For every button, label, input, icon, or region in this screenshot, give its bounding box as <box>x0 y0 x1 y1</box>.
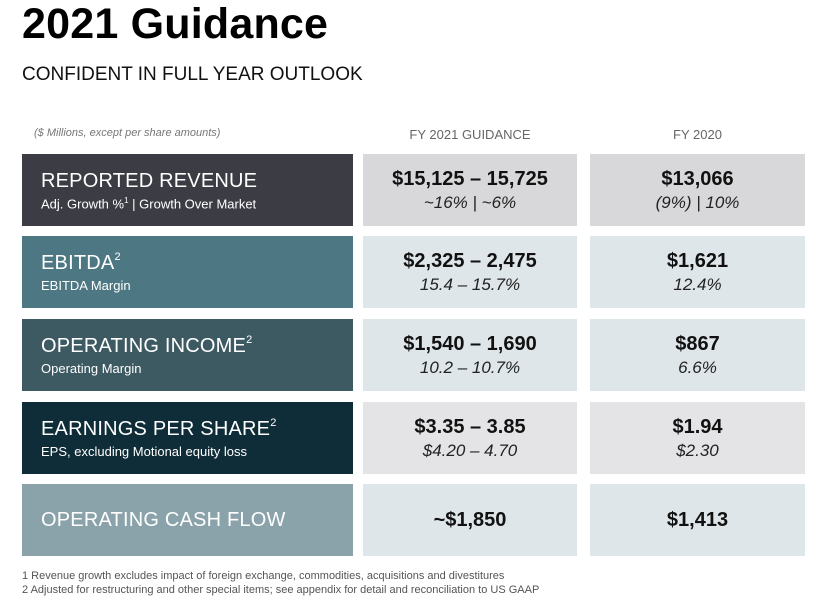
guidance-value: $2,325 – 2,475 <box>403 250 537 272</box>
guidance-value: $3.35 – 3.85 <box>414 416 526 438</box>
row-label-panel: EARNINGS PER SHARE2 EPS, excluding Motio… <box>22 402 353 474</box>
prior-year-cell: $1,621 12.4% <box>590 236 805 308</box>
footnote-1: 1 Revenue growth excludes impact of fore… <box>22 570 505 582</box>
prior-year-subvalue: (9%) | 10% <box>655 193 740 212</box>
metric-name: EARNINGS PER SHARE2 <box>41 417 277 440</box>
column-header-guidance: FY 2021 GUIDANCE <box>409 127 531 142</box>
row-label-panel: EBITDA2 EBITDA Margin <box>22 236 353 308</box>
guidance-subvalue: $4.20 – 4.70 <box>422 441 518 460</box>
prior-year-cell: $13,066 (9%) | 10% <box>590 154 805 226</box>
prior-year-value: $1.94 <box>672 416 723 438</box>
prior-year-subvalue: 6.6% <box>678 358 717 377</box>
metric-subtitle: Adj. Growth %1 | Growth Over Market <box>41 196 257 212</box>
metric-subtitle: Operating Margin <box>41 361 142 376</box>
metric-name: OPERATING CASH FLOW <box>41 509 286 531</box>
prior-year-cell: $1,413 <box>590 484 805 556</box>
metric-subtitle: EBITDA Margin <box>41 278 131 293</box>
row-label-panel: OPERATING INCOME2 Operating Margin <box>22 319 353 391</box>
prior-year-cell: $867 6.6% <box>590 319 805 391</box>
metric-name: OPERATING INCOME2 <box>41 334 253 357</box>
table-row: OPERATING CASH FLOW ~$1,850 $1,413 <box>22 484 805 556</box>
prior-year-value: $1,621 <box>666 250 729 272</box>
guidance-subvalue: ~16% | ~6% <box>423 193 517 212</box>
row-label-panel: OPERATING CASH FLOW <box>22 484 353 556</box>
prior-year-subvalue: 12.4% <box>673 275 722 294</box>
prior-year-value: $867 <box>675 333 720 355</box>
guidance-cell: $1,540 – 1,690 10.2 – 10.7% <box>363 319 577 391</box>
guidance-cell: ~$1,850 <box>363 484 577 556</box>
footnotes: 1 Revenue growth excludes impact of fore… <box>22 569 539 597</box>
guidance-value: $15,125 – 15,725 <box>392 168 548 190</box>
metric-name: REPORTED REVENUE <box>41 170 258 192</box>
page-subtitle: CONFIDENT IN FULL YEAR OUTLOOK <box>22 64 363 85</box>
guidance-subvalue: 15.4 – 15.7% <box>419 275 521 294</box>
table-row: REPORTED REVENUE Adj. Growth %1 | Growth… <box>22 154 805 226</box>
metric-subtitle: EPS, excluding Motional equity loss <box>41 444 247 459</box>
page-title: 2021 Guidance <box>22 0 329 48</box>
guidance-value: $1,540 – 1,690 <box>403 333 537 355</box>
table-row: EARNINGS PER SHARE2 EPS, excluding Motio… <box>22 402 805 474</box>
guidance-subvalue: 10.2 – 10.7% <box>419 358 521 377</box>
prior-year-cell: $1.94 $2.30 <box>590 402 805 474</box>
footnote-2: 2 Adjusted for restructuring and other s… <box>22 584 540 596</box>
row-label-panel: REPORTED REVENUE Adj. Growth %1 | Growth… <box>22 154 353 226</box>
metric-name: EBITDA2 <box>41 251 121 274</box>
prior-year-value: $1,413 <box>666 509 729 531</box>
table-row: OPERATING INCOME2 Operating Margin $1,54… <box>22 319 805 391</box>
table-row: EBITDA2 EBITDA Margin $2,325 – 2,475 15.… <box>22 236 805 308</box>
units-note: ($ Millions, except per share amounts) <box>34 127 221 139</box>
guidance-value: ~$1,850 <box>433 509 507 531</box>
prior-year-value: $13,066 <box>661 168 734 190</box>
guidance-cell: $3.35 – 3.85 $4.20 – 4.70 <box>363 402 577 474</box>
column-header-prior-year: FY 2020 <box>673 127 722 142</box>
prior-year-subvalue: $2.30 <box>676 441 719 460</box>
guidance-cell: $15,125 – 15,725 ~16% | ~6% <box>363 154 577 226</box>
guidance-cell: $2,325 – 2,475 15.4 – 15.7% <box>363 236 577 308</box>
